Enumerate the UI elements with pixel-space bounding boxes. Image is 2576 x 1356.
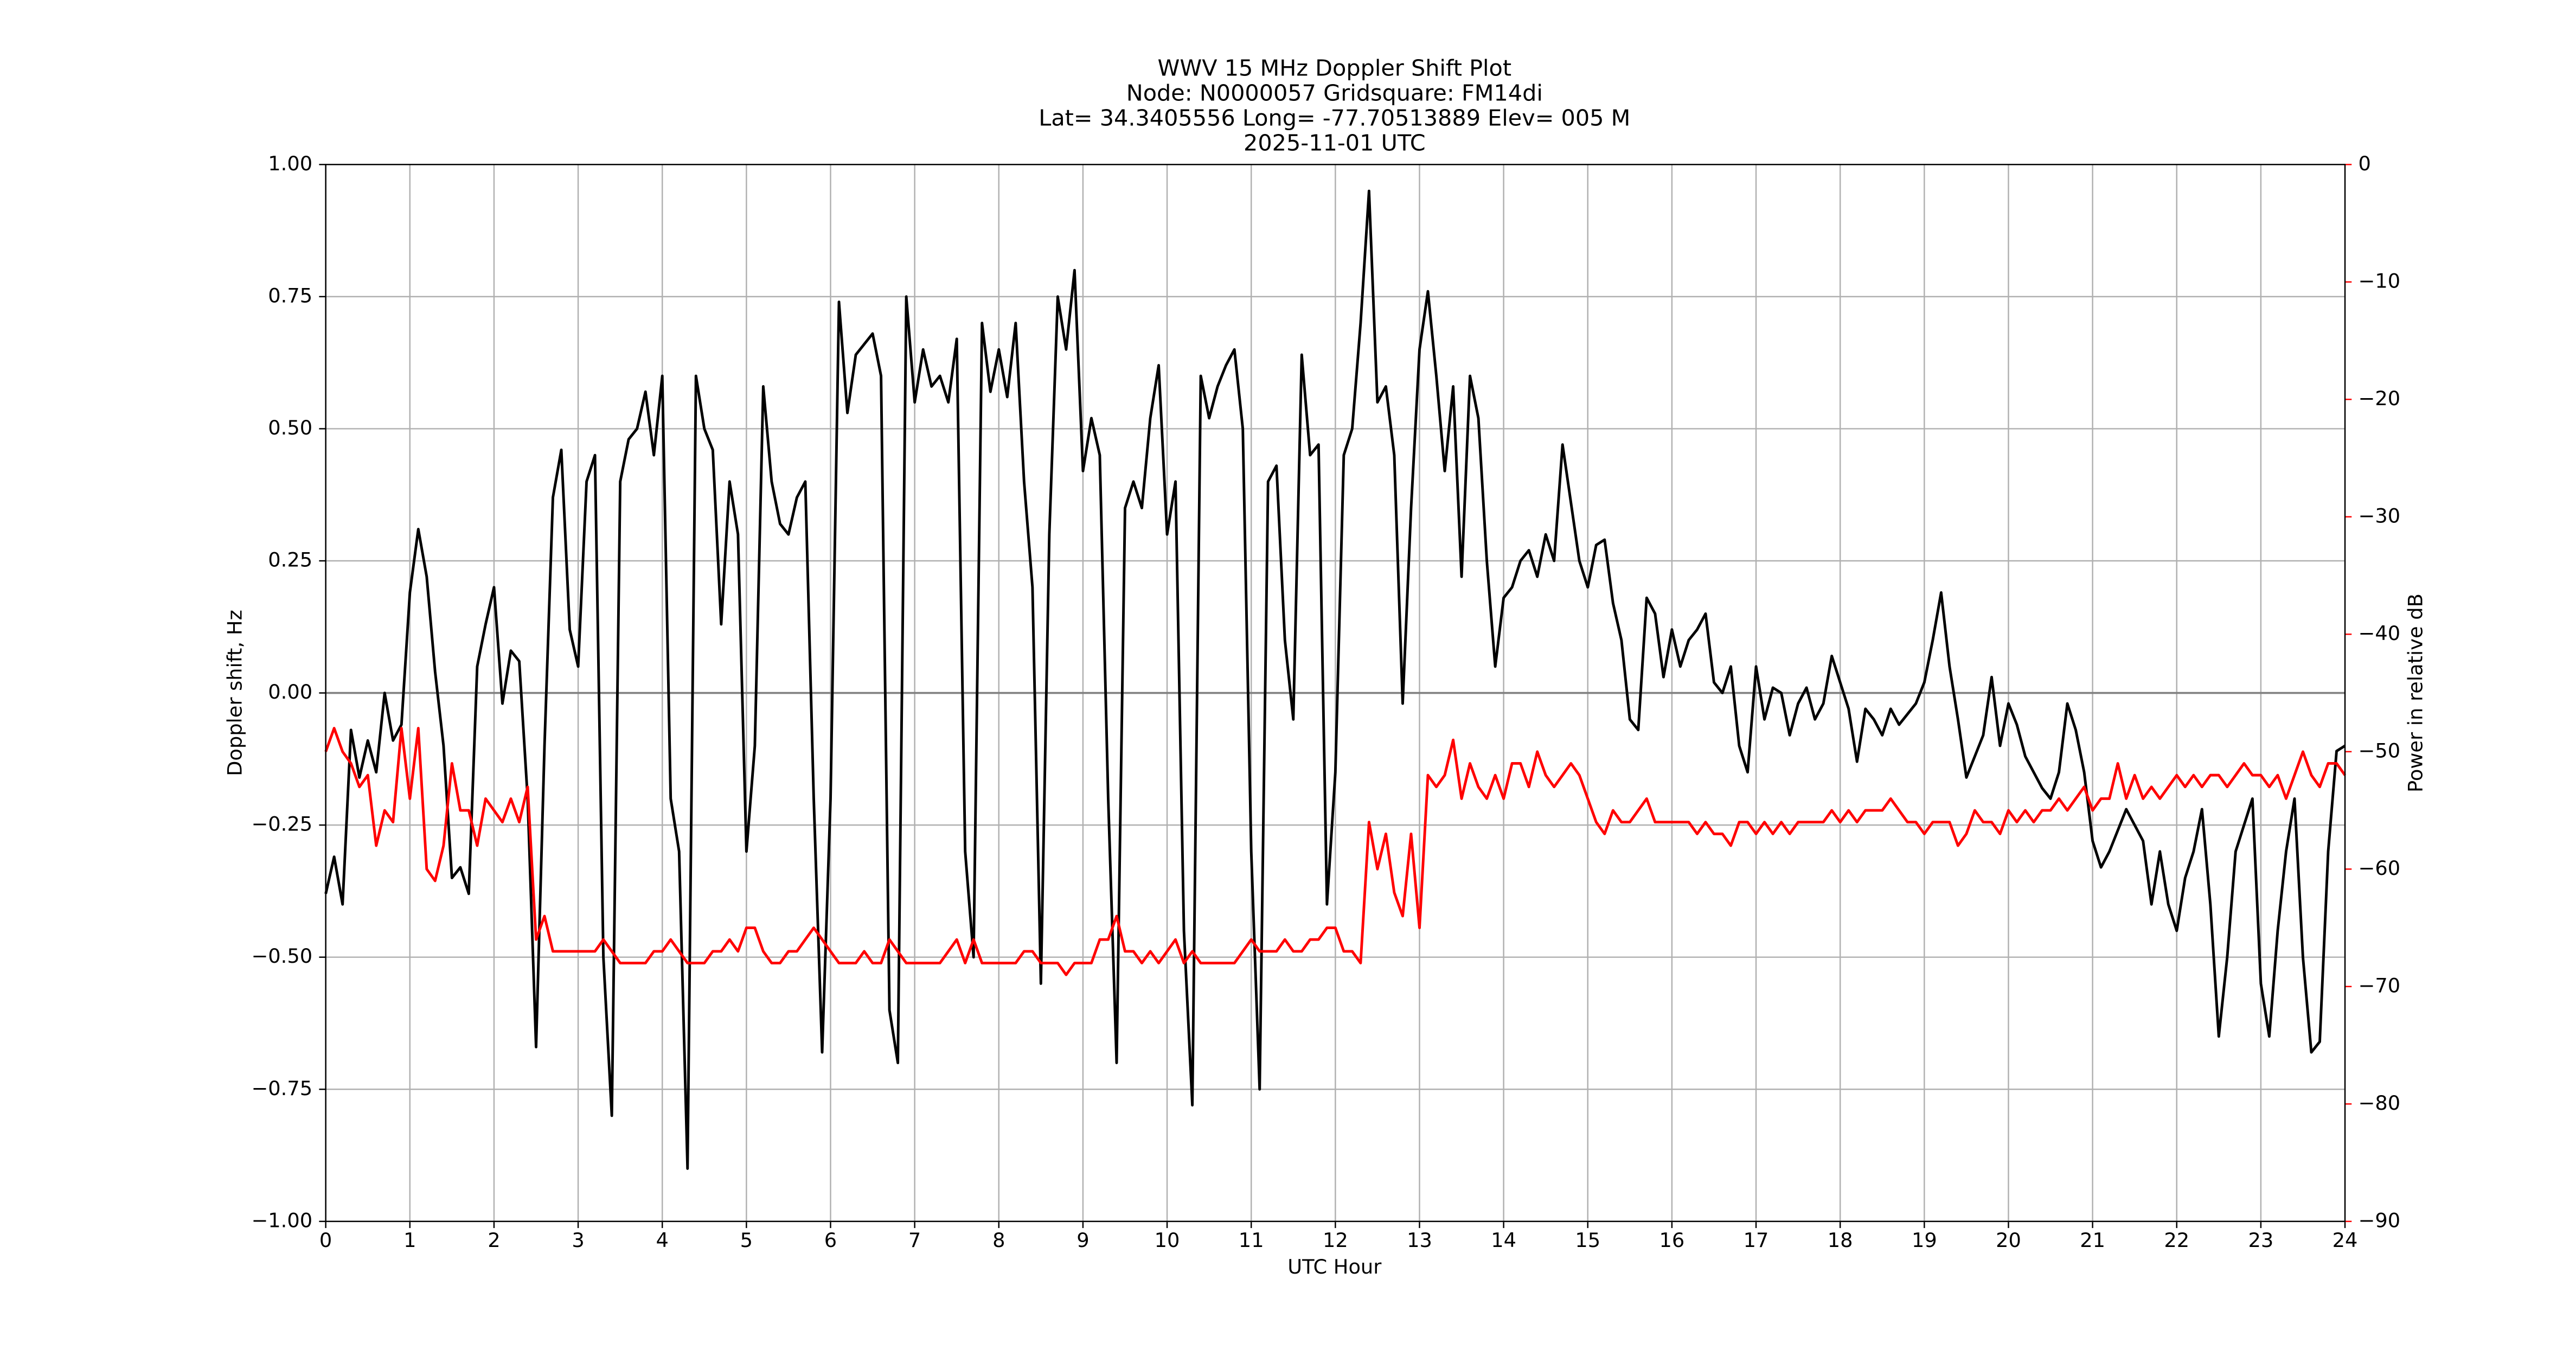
data-line	[324, 189, 2346, 1170]
x-tick-label: 7	[908, 1229, 921, 1252]
y-tick-label: 0.50	[268, 416, 312, 439]
y-tick-label: 0.00	[268, 680, 312, 703]
x-tick-label: 10	[1155, 1229, 1180, 1252]
chart-title: WWV 15 MHz Doppler Shift Plot	[1158, 55, 1512, 81]
x-tick-label: 17	[1744, 1229, 1769, 1252]
y-tick-label: 1.00	[268, 152, 312, 175]
y2-tick-label: −20	[2359, 387, 2401, 410]
y-tick-label: −0.75	[251, 1077, 312, 1100]
y2-tick-label: −90	[2359, 1208, 2401, 1232]
x-axis-label: UTC Hour	[1287, 1255, 1382, 1278]
chart-subtitle: 2025-11-01 UTC	[1244, 130, 1426, 156]
y-tick-label: −0.50	[251, 944, 312, 968]
y2-tick-label: −50	[2359, 739, 2401, 762]
y-axis-label: Doppler shift, Hz	[223, 610, 247, 776]
y2-axis-label: Power in relative dB	[2404, 593, 2427, 792]
x-tick-label: 12	[1323, 1229, 1348, 1252]
y2-tick-label: −10	[2359, 269, 2401, 292]
x-tick-label: 23	[2248, 1229, 2274, 1252]
x-tick-label: 24	[2333, 1229, 2358, 1252]
chart-subtitle: Node: N0000057 Gridsquare: FM14di	[1126, 80, 1543, 106]
y-tick-label: 0.75	[268, 284, 312, 307]
x-tick-label: 8	[992, 1229, 1005, 1252]
y-tick-label: 0.25	[268, 548, 312, 572]
x-tick-label: 18	[1828, 1229, 1853, 1252]
y2-tick-label: −40	[2359, 622, 2401, 645]
x-tick-label: 22	[2164, 1229, 2189, 1252]
chart-subtitle: Lat= 34.3405556 Long= -77.70513889 Elev=…	[1039, 105, 1630, 131]
x-tick-label: 19	[1912, 1229, 1937, 1252]
x-tick-label: 13	[1407, 1229, 1432, 1252]
y-tick-label: −0.25	[251, 813, 312, 836]
x-tick-label: 15	[1575, 1229, 1600, 1252]
y-tick-label: −1.00	[251, 1208, 312, 1232]
x-tick-label: 6	[824, 1229, 837, 1252]
x-tick-label: 20	[1996, 1229, 2021, 1252]
x-tick-label: 11	[1239, 1229, 1264, 1252]
x-tick-label: 2	[488, 1229, 500, 1252]
y2-tick-label: −80	[2359, 1091, 2401, 1115]
data-line	[324, 727, 2347, 976]
plot-frame	[325, 164, 2346, 1223]
y2-tick-label: −60	[2359, 856, 2401, 880]
x-tick-label: 9	[1076, 1229, 1089, 1252]
y2-tick-label: −70	[2359, 974, 2401, 997]
x-tick-label: 5	[740, 1229, 753, 1252]
x-tick-label: 21	[2080, 1229, 2105, 1252]
x-tick-label: 0	[319, 1229, 332, 1252]
y2-tick-label: 0	[2359, 152, 2371, 175]
x-tick-label: 3	[572, 1229, 584, 1252]
x-tick-label: 4	[656, 1229, 669, 1252]
x-tick-label: 16	[1659, 1229, 1685, 1252]
y2-tick-label: −30	[2359, 504, 2401, 527]
x-tick-label: 14	[1491, 1229, 1516, 1252]
x-tick-label: 1	[403, 1229, 416, 1252]
